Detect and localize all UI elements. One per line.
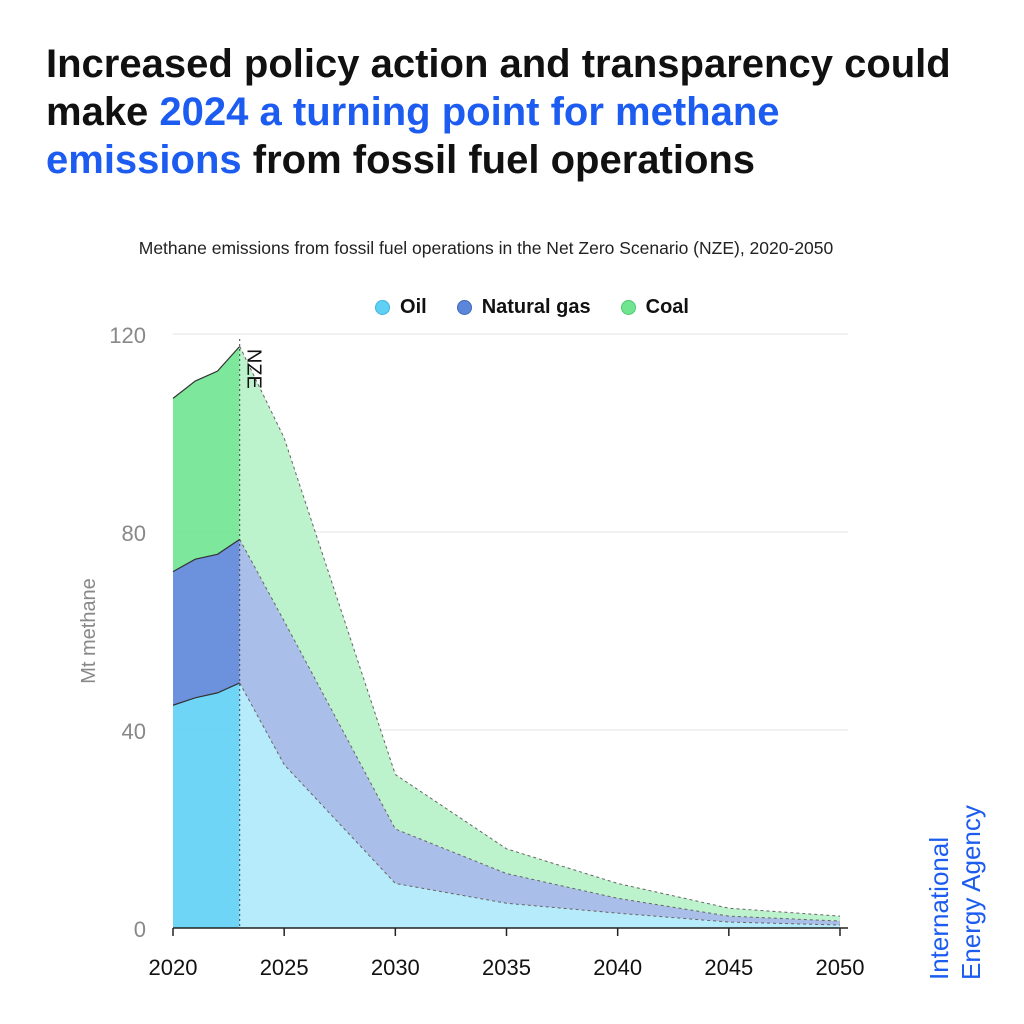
boundary-line-layer: [172, 345, 841, 926]
legend-item-natural-gas: Natural gas: [456, 296, 591, 319]
projection-line-coal: [239, 346, 841, 917]
area-layer: [173, 346, 840, 928]
historical-area-coal: [173, 346, 240, 572]
projection-area-natural-gas: [239, 539, 840, 926]
y-tick-label-40: 40: [122, 719, 146, 744]
projection-line-natural-gas: [239, 539, 841, 922]
headline-part-1: Increased policy action and transparency…: [46, 42, 951, 134]
y-tick-label-120: 120: [109, 323, 146, 348]
headline-highlight: 2024 a turning point for methane emissio…: [46, 90, 780, 182]
historical-area-oil: [173, 682, 240, 928]
y-tick-label-80: 80: [122, 521, 146, 546]
x-tick-label-2050: 2050: [816, 955, 865, 980]
nze-annotation-label: NZE: [243, 349, 265, 389]
projection-line-oil: [239, 682, 841, 926]
historical-line-natural-gas: [172, 538, 241, 573]
historical-area-natural-gas: [173, 539, 240, 706]
legend-swatch-coal: [620, 300, 636, 315]
y-tick-label-0: 0: [134, 917, 146, 942]
x-tick-label-2025: 2025: [260, 955, 309, 980]
x-tick-label-2020: 2020: [149, 955, 198, 980]
label-layer: 0 40 80 120 2020 2025 2030 2035 2040 2045 2050 Mt m…: [78, 323, 864, 980]
legend-item-oil: Oil: [375, 296, 427, 319]
x-tick-label-2035: 2035: [482, 955, 531, 980]
chart-title: Methane emissions from fossil fuel opera…: [138, 238, 834, 258]
projection-area-oil: [239, 682, 840, 928]
legend-swatch-natural-gas: [456, 300, 472, 315]
x-tick-label-2040: 2040: [593, 955, 642, 980]
axis-layer: [172, 338, 848, 936]
legend-label-oil: Oil: [400, 296, 427, 318]
legend-label-natural-gas: Natural gas: [481, 296, 591, 318]
headline-part-2: from fossil fuel operations: [241, 138, 756, 182]
legend-swatch-oil: [375, 300, 391, 315]
legend-item-coal: Coal: [620, 296, 689, 319]
headline: Increased policy action and transparency…: [46, 40, 986, 184]
x-tick-label-2045: 2045: [704, 955, 753, 980]
iea-logo: International Energy Agency: [924, 805, 986, 980]
legend-label-coal: Coal: [645, 296, 689, 318]
chart-legend: Oil Natural gas Coal: [0, 296, 1024, 319]
projection-area-coal: [239, 346, 840, 922]
historical-line-coal: [172, 345, 241, 399]
logo-line-2: Energy Agency: [956, 805, 986, 980]
y-axis-label: Mt methane: [78, 578, 100, 684]
logo-line-1: International: [924, 837, 954, 980]
x-tick-label-2030: 2030: [371, 955, 420, 980]
historical-line-oil: [172, 682, 240, 706]
